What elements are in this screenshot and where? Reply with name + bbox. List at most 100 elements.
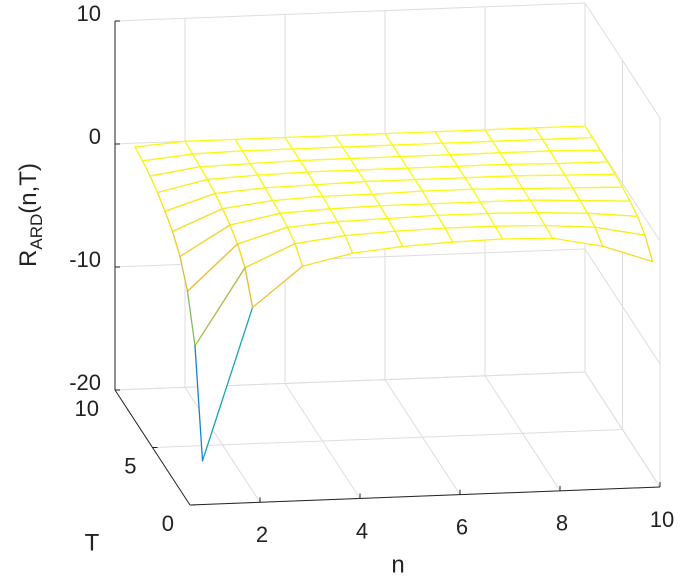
mesh-edge: [499, 152, 509, 165]
mesh-edge: [194, 345, 204, 462]
x-tick-label: 6: [456, 514, 468, 539]
mesh-face: [392, 143, 450, 157]
mesh-edge: [234, 138, 244, 152]
mesh-edge: [149, 166, 201, 177]
mesh-edge: [441, 140, 494, 144]
mesh-edge: [421, 188, 474, 192]
mesh-edge: [199, 162, 251, 168]
mesh-face: [542, 137, 600, 151]
mesh-edge: [371, 193, 381, 207]
mesh-edge: [471, 188, 481, 203]
mesh-edge: [464, 177, 474, 190]
mesh-edge: [164, 192, 216, 213]
mesh-face: [492, 139, 550, 153]
mesh-edge: [299, 157, 351, 162]
mesh-face: [515, 175, 573, 189]
mesh-edge: [384, 133, 394, 146]
mesh-edge: [449, 152, 501, 156]
mesh-edge: [134, 146, 144, 162]
mesh-face: [430, 201, 488, 216]
mesh-edge: [141, 153, 194, 162]
mesh-edge: [586, 212, 596, 228]
mesh-face: [172, 208, 230, 257]
mesh-edge: [164, 210, 174, 233]
mesh-edge: [206, 174, 259, 181]
x-axis: [189, 486, 661, 506]
mesh-edge: [206, 178, 216, 195]
mesh-edge: [186, 243, 239, 293]
mesh-face: [495, 225, 553, 239]
mesh-edge: [244, 267, 254, 309]
grid-line: [584, 371, 661, 488]
mesh-edge: [191, 150, 244, 155]
mesh-edge: [394, 230, 404, 248]
mesh-face: [537, 212, 595, 228]
mesh-edge: [349, 156, 401, 160]
mesh-edge: [156, 178, 209, 194]
mesh-edge: [186, 290, 196, 347]
mesh-edge: [329, 205, 381, 210]
mesh-edge: [494, 225, 504, 240]
mesh-edge: [334, 134, 344, 148]
mesh-edge: [594, 226, 604, 247]
mesh-face: [230, 213, 288, 244]
mesh-edge: [249, 159, 301, 165]
mesh-edge: [279, 208, 331, 214]
mesh-face: [472, 188, 530, 202]
mesh-face: [415, 177, 473, 192]
mesh-edge: [134, 140, 186, 148]
mesh-face: [250, 160, 308, 176]
mesh-edge: [614, 173, 624, 188]
mesh-edge: [271, 195, 324, 202]
mesh-edge: [379, 203, 431, 207]
mesh-face: [237, 227, 295, 268]
mesh-face: [295, 235, 353, 267]
y-tick-label: 5: [124, 453, 136, 478]
mesh-edge: [479, 201, 489, 215]
mesh-edge: [334, 133, 386, 137]
mesh-edge: [429, 203, 439, 217]
mesh-edge: [456, 163, 509, 167]
mesh-edge: [271, 199, 281, 214]
mesh-edge: [536, 212, 546, 227]
mesh-face: [272, 196, 330, 214]
mesh-edge: [256, 171, 309, 176]
x-tick-label: 8: [556, 511, 568, 536]
mesh-edge: [486, 212, 496, 227]
mesh-face: [307, 170, 365, 185]
mesh-face: [522, 187, 580, 201]
mesh-edge: [401, 241, 454, 248]
mesh-edge: [391, 142, 444, 146]
mesh-face: [245, 243, 303, 308]
mesh-face: [195, 267, 253, 461]
mesh-edge: [479, 199, 531, 203]
mesh-face: [350, 156, 408, 171]
mesh-edge: [314, 180, 366, 186]
mesh-edge: [529, 199, 539, 214]
mesh-face: [187, 243, 245, 346]
mesh-edge: [201, 306, 254, 462]
mesh-edge: [491, 138, 544, 142]
mesh-face: [485, 127, 543, 142]
mesh-edge: [284, 136, 294, 150]
mesh-face: [235, 137, 293, 151]
mesh-face: [180, 225, 238, 292]
mesh-edge: [294, 234, 346, 245]
mesh-face: [500, 150, 558, 165]
mesh-edge: [234, 136, 286, 141]
mesh-edge: [499, 150, 551, 154]
mesh-face: [442, 141, 500, 155]
y-axis-label: T: [85, 529, 100, 556]
z-axis-label: RARD(n,T): [15, 163, 46, 267]
x-tick-label: 10: [650, 507, 674, 532]
mesh-face: [192, 150, 250, 167]
mesh-face: [165, 193, 223, 232]
mesh-face: [595, 227, 653, 262]
mesh-edge: [549, 150, 559, 165]
mesh-face: [587, 213, 645, 236]
mesh-face: [407, 166, 465, 180]
mesh-face: [400, 154, 458, 169]
mesh-edge: [214, 187, 266, 195]
mesh-face: [285, 135, 343, 149]
mesh-edge: [321, 193, 374, 197]
